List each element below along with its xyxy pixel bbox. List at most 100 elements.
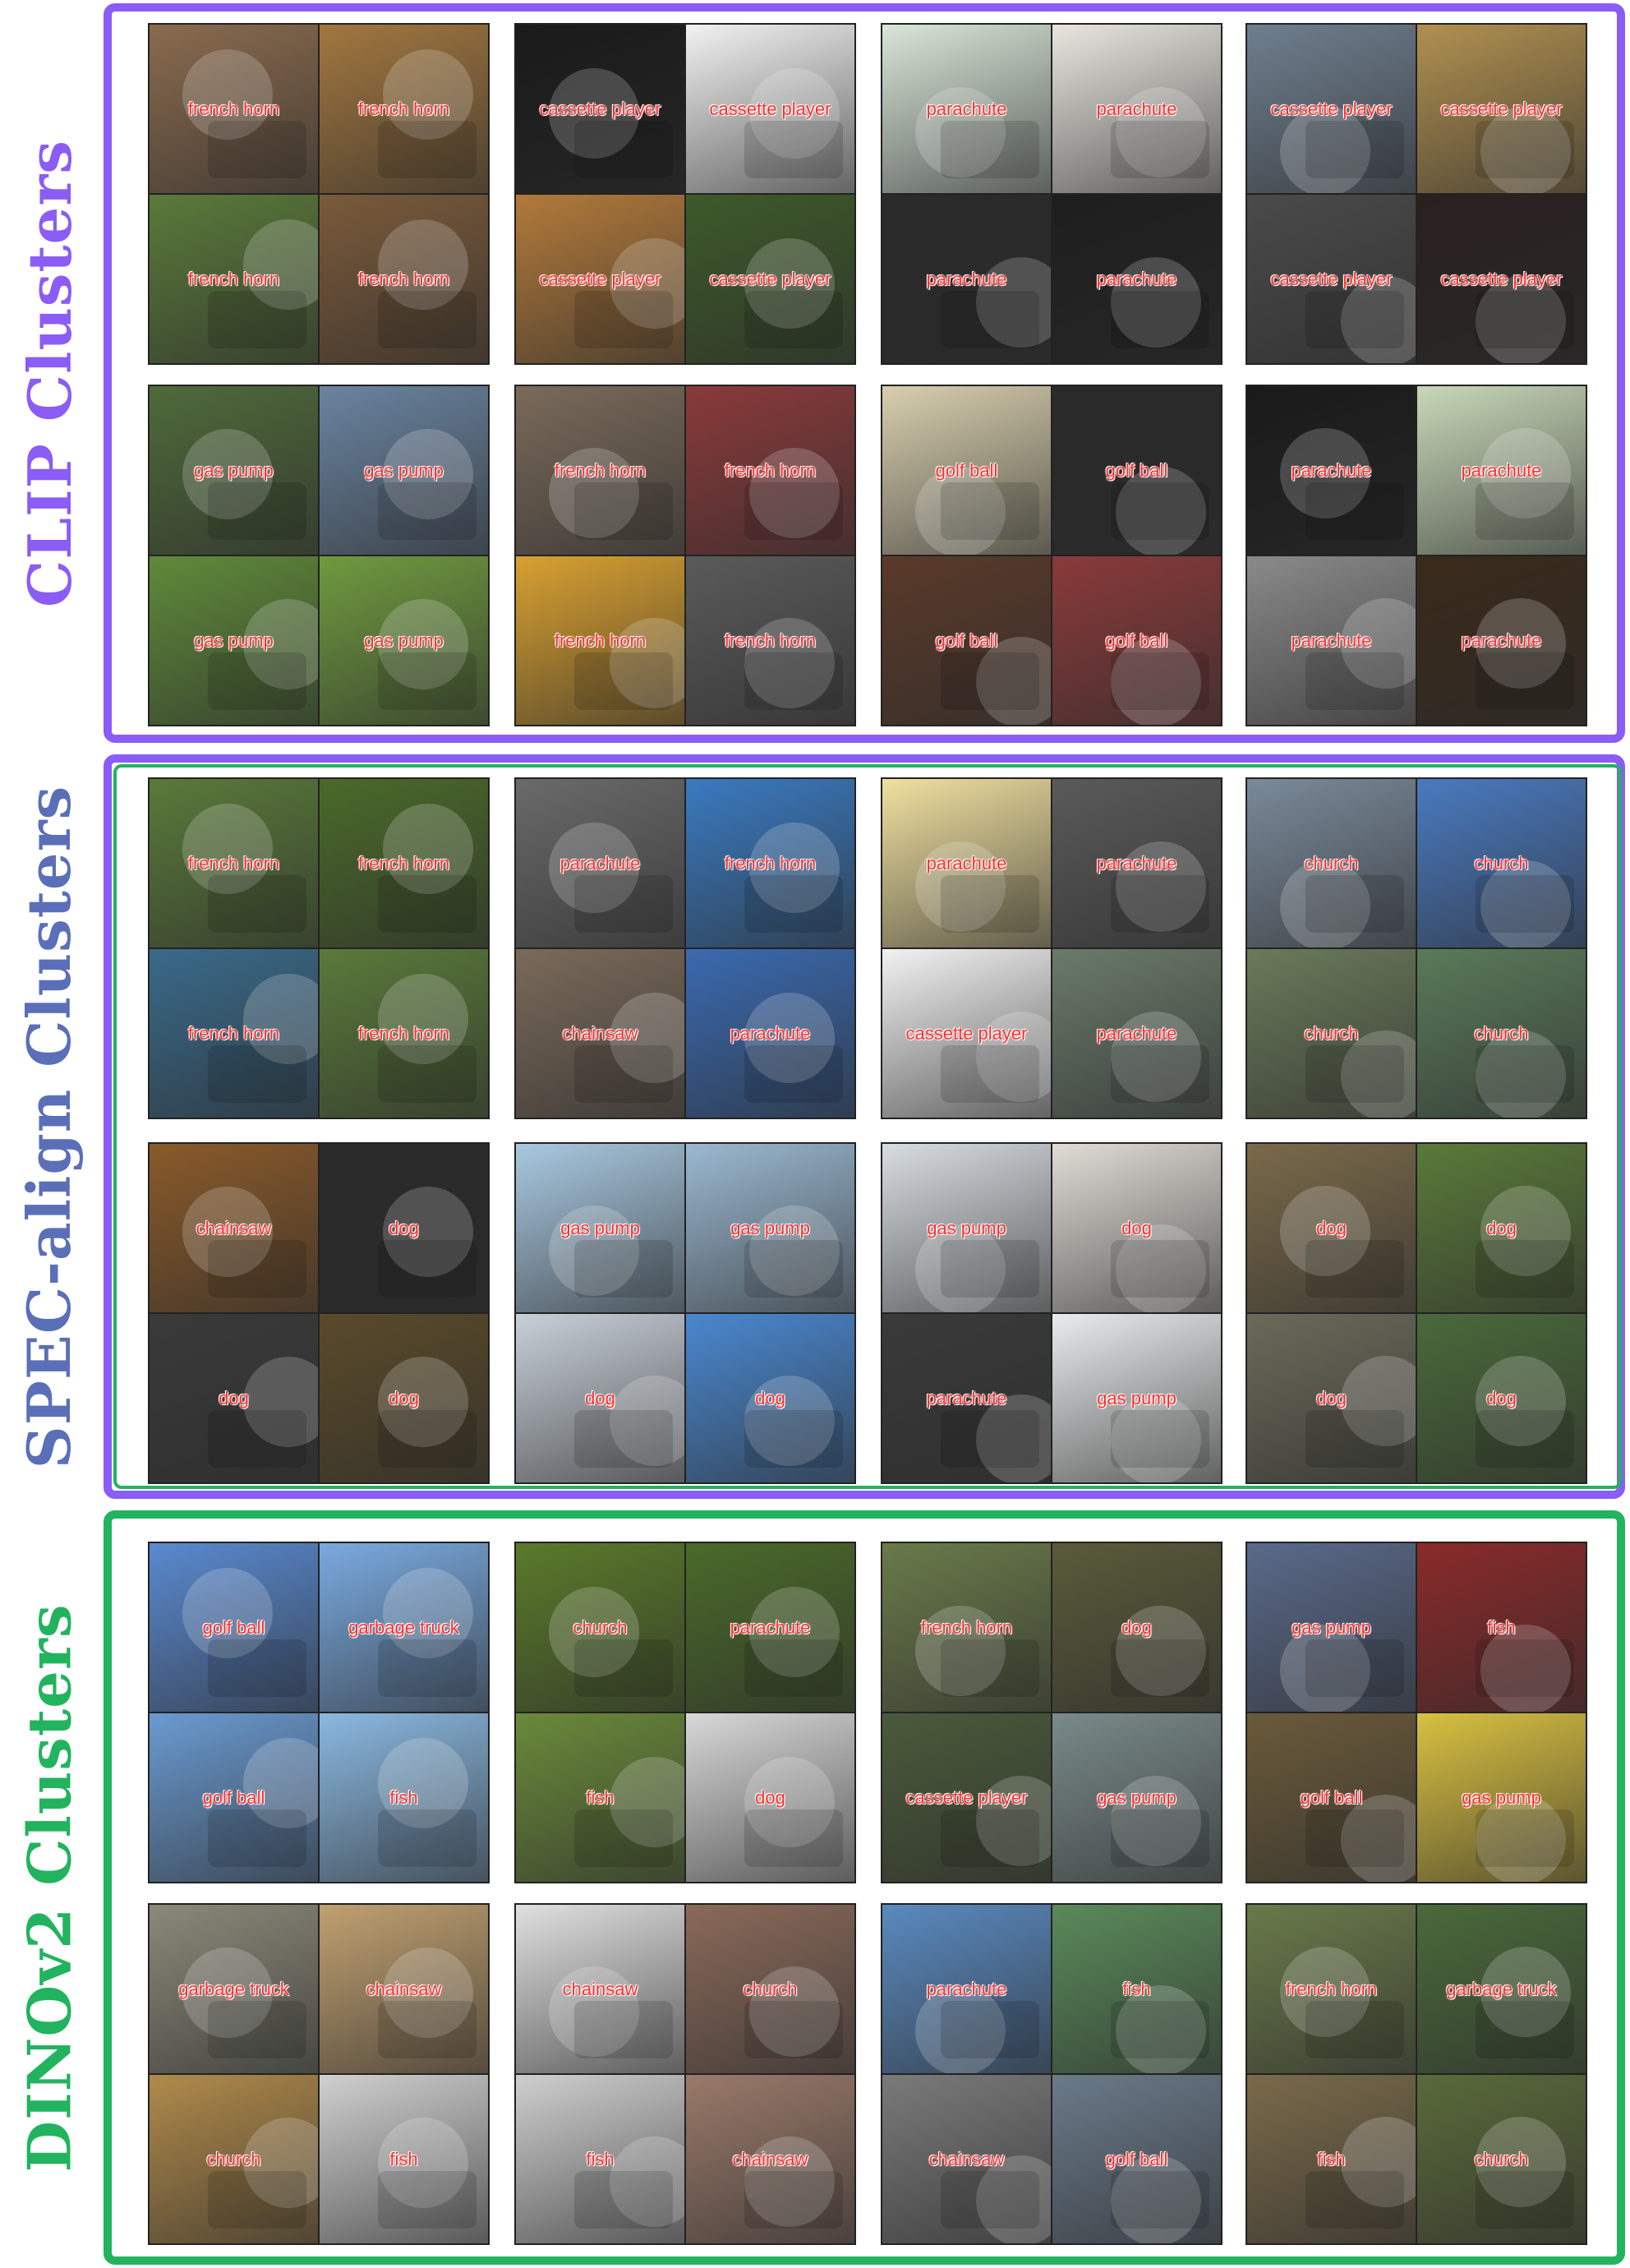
photo-content-shape [208, 1045, 306, 1103]
photo-content-shape [383, 1568, 473, 1658]
photo-content-shape [1476, 276, 1566, 363]
image-tile: golf ball [150, 1713, 318, 1882]
pseudo-label: fish [1122, 1978, 1151, 1999]
image-tile: garbage truck [150, 1905, 318, 2073]
photo-content-shape [208, 652, 306, 710]
image-tile: dog [150, 1314, 318, 1482]
image-tile: gas pump [320, 386, 488, 555]
pseudo-label: fish [586, 2148, 615, 2169]
pseudo-label: fish [586, 1786, 615, 1808]
photo-content-shape [1116, 1606, 1206, 1696]
pseudo-label: dog [1121, 1616, 1152, 1638]
image-tile: french horn [882, 1543, 1051, 1712]
image-tile: french horn [686, 386, 854, 555]
image-tile: dog [1417, 1314, 1586, 1482]
photo-content-shape [744, 1240, 843, 1298]
photo-content-shape [1305, 1809, 1404, 1867]
photo-content-shape [915, 1606, 1006, 1696]
photo-content-shape [243, 1738, 318, 1828]
pseudo-label: cassette player [1440, 268, 1563, 289]
image-tile: dog [1052, 1144, 1221, 1312]
photo-content-shape [976, 2155, 1051, 2243]
photo-content-shape [941, 121, 1039, 178]
pseudo-label: garbage truck [1446, 1978, 1557, 1999]
pseudo-label: parachute [926, 268, 1007, 289]
photo-content-shape [1111, 1240, 1209, 1298]
image-tile: fish [1052, 1905, 1221, 2073]
photo-content-shape [574, 121, 673, 178]
photo-content-shape [1476, 1356, 1566, 1446]
pseudo-label: chainsaw [928, 2148, 1005, 2169]
pseudo-label: fish [389, 1786, 418, 1808]
dino-cluster: french horn garbage truck fish church [1246, 1903, 1587, 2245]
image-tile: parachute [882, 1314, 1051, 1482]
clip-cluster: parachute parachute parachute parachute [1246, 385, 1587, 726]
pseudo-label: dog [1486, 1387, 1517, 1408]
photo-content-shape [1111, 1410, 1209, 1468]
photo-content-shape [941, 1045, 1039, 1103]
photo-content-shape [744, 482, 843, 540]
spec-cluster: parachute parachute cassette player parachu… [881, 777, 1222, 1119]
photo-content-shape [549, 823, 639, 913]
photo-content-shape [1111, 1012, 1201, 1102]
photo-content-shape [1116, 841, 1206, 932]
photo-content-shape [941, 1240, 1039, 1298]
dino-cluster: golf ball garbage truck golf ball fish [148, 1542, 490, 1883]
spec-section-title: SPEC-align Clusters [14, 785, 85, 1468]
pseudo-label: church [206, 2148, 261, 2169]
photo-content-shape [941, 482, 1039, 540]
image-tile: golf ball [882, 556, 1051, 725]
photo-content-shape [574, 1639, 673, 1697]
photo-content-shape [610, 618, 684, 708]
photo-content-shape [1476, 1045, 1574, 1103]
photo-content-shape [378, 1639, 477, 1697]
pseudo-label: parachute [559, 852, 641, 874]
pseudo-label: cassette player [709, 98, 831, 119]
photo-content-shape [915, 1985, 1006, 2073]
photo-content-shape [1341, 1030, 1416, 1118]
photo-content-shape [941, 1410, 1039, 1468]
photo-content-shape [941, 291, 1039, 348]
image-tile: fish [1417, 1543, 1586, 1712]
pseudo-label: fish [389, 2148, 418, 2169]
image-tile: parachute [686, 949, 854, 1118]
pseudo-label: gas pump [1462, 1786, 1541, 1808]
photo-content-shape [1476, 1240, 1574, 1298]
photo-content-shape [574, 482, 673, 540]
photo-content-shape [208, 2001, 306, 2058]
photo-content-shape [1305, 2001, 1404, 2058]
pseudo-label: chainsaw [562, 1022, 638, 1044]
pseudo-label: church [1474, 2148, 1529, 2169]
image-tile: french horn [150, 779, 318, 947]
clip-cluster: gas pump gas pump gas pump gas pump [148, 385, 490, 726]
photo-content-shape [1111, 2171, 1209, 2229]
photo-content-shape [208, 1639, 306, 1697]
photo-content-shape [1111, 1809, 1209, 1867]
image-tile: dog [686, 1314, 854, 1482]
photo-content-shape [1111, 291, 1209, 348]
dino-cluster: french horn dog cassette player gas pump [881, 1542, 1222, 1883]
photo-content-shape [744, 1376, 835, 1466]
photo-content-shape [574, 1809, 673, 1867]
photo-content-shape [549, 448, 639, 538]
image-tile: church [1417, 2075, 1586, 2243]
pseudo-label: dog [755, 1786, 785, 1808]
dino-cluster: gas pump fish golf ball gas pump [1246, 1542, 1587, 1883]
photo-content-shape [1341, 276, 1416, 363]
image-tile: golf ball [150, 1543, 318, 1712]
photo-content-shape [1111, 257, 1201, 348]
image-tile: parachute [1417, 556, 1586, 725]
photo-content-shape [208, 482, 306, 540]
pseudo-label: parachute [1291, 459, 1372, 481]
photo-content-shape [574, 2171, 673, 2229]
image-tile: french horn [320, 779, 488, 947]
photo-content-shape [744, 1809, 843, 1867]
photo-content-shape [976, 637, 1051, 725]
photo-content-shape [1341, 1795, 1416, 1882]
pseudo-label: cassette player [539, 268, 661, 289]
photo-content-shape [744, 121, 843, 178]
photo-content-shape [208, 1410, 306, 1468]
dino-section-title: DINOv2 Clusters [14, 1603, 85, 2172]
pseudo-label: golf ball [1105, 2148, 1168, 2169]
image-tile: chainsaw [882, 2075, 1051, 2243]
